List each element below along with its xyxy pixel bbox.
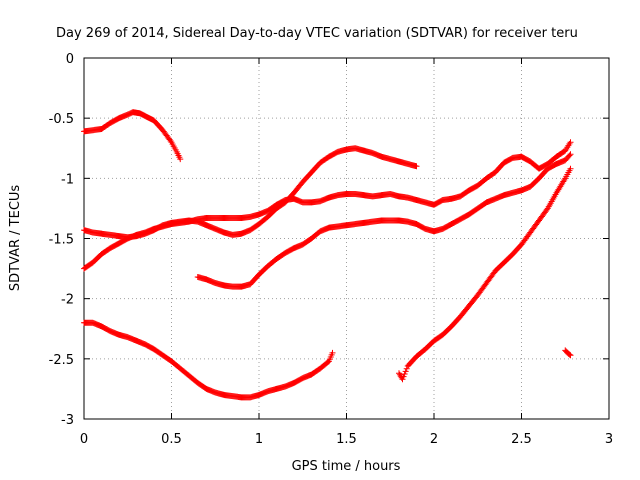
data-point bbox=[543, 206, 550, 213]
data-point bbox=[413, 163, 420, 170]
series-2 bbox=[81, 145, 420, 241]
grid bbox=[84, 58, 609, 419]
data-point bbox=[566, 351, 573, 358]
data-point bbox=[567, 165, 574, 172]
x-tick-label: 0 bbox=[80, 432, 88, 447]
y-tick-label: -2.5 bbox=[49, 353, 74, 368]
y-tick-label: -0.5 bbox=[49, 112, 74, 127]
series-3 bbox=[81, 139, 574, 272]
data-point bbox=[167, 137, 174, 144]
y-tick-label: -1.5 bbox=[49, 233, 74, 248]
y-tick-label: 0 bbox=[66, 52, 74, 67]
data-point bbox=[400, 373, 407, 380]
x-axis-label: GPS time / hours bbox=[292, 459, 401, 474]
data-point bbox=[567, 139, 574, 146]
chart-title: Day 269 of 2014, Sidereal Day-to-day VTE… bbox=[56, 26, 578, 41]
x-tick-label: 1 bbox=[255, 432, 263, 447]
x-tick-label: 0.5 bbox=[161, 432, 182, 447]
data-point bbox=[177, 156, 184, 163]
x-tick-label: 3 bbox=[605, 432, 613, 447]
data-point bbox=[567, 151, 574, 158]
series-1 bbox=[81, 109, 184, 163]
y-tick-label: -2 bbox=[61, 293, 74, 308]
x-tick-label: 2.5 bbox=[511, 432, 532, 447]
data-points bbox=[81, 109, 574, 401]
y-axis-label: SDTVAR / TECUs bbox=[8, 185, 23, 292]
data-point bbox=[403, 365, 410, 372]
x-tick-label: 1.5 bbox=[336, 432, 357, 447]
y-tick-label: -3 bbox=[61, 413, 74, 428]
y-tick-label: -1 bbox=[61, 172, 74, 187]
data-point bbox=[329, 349, 336, 356]
series-4 bbox=[194, 151, 574, 290]
data-point bbox=[566, 152, 573, 159]
data-point bbox=[402, 368, 409, 375]
x-tick-label: 2 bbox=[430, 432, 438, 447]
data-point bbox=[567, 352, 574, 359]
data-point bbox=[401, 370, 408, 377]
axis-ticks: 0 0.5 1 1.5 2 2.5 3 0 -0.5 -1 -1.5 -2 -2.5 -3 bbox=[49, 52, 614, 447]
series-5 bbox=[81, 165, 574, 401]
data-point bbox=[399, 376, 406, 383]
